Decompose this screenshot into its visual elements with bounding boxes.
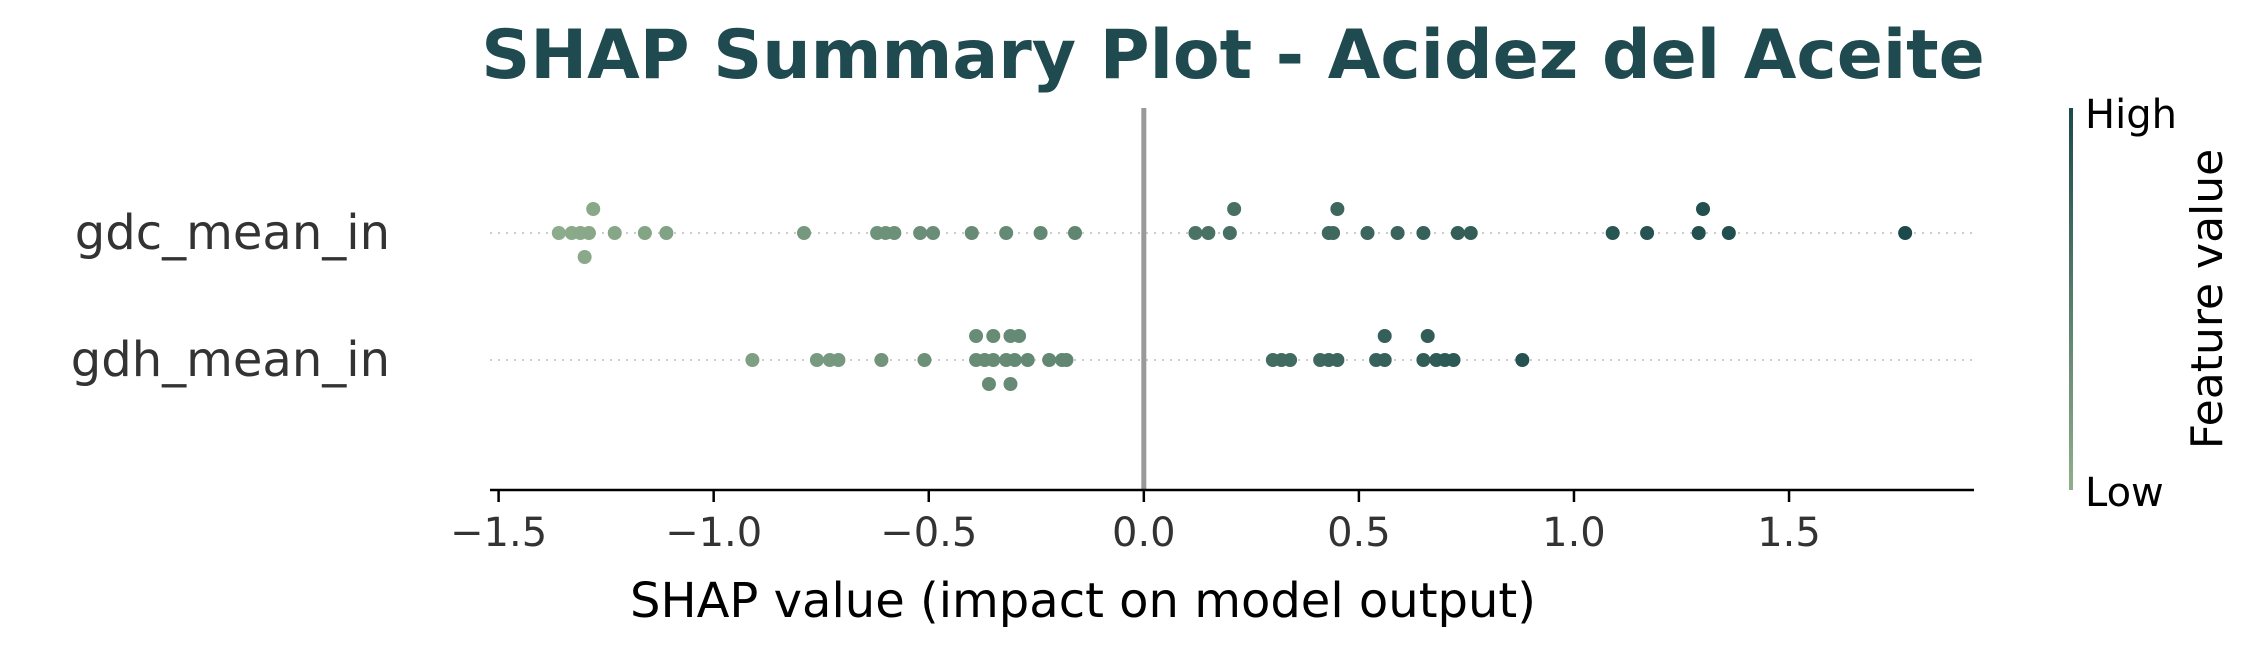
shap-point [887, 226, 902, 240]
shap-point [964, 226, 979, 240]
feature-label: gdh_mean_in [71, 332, 390, 388]
shap-point [1696, 202, 1711, 216]
colorbar-high-label: High [2085, 92, 2177, 138]
shap-point [1188, 226, 1203, 240]
shap-point [999, 226, 1014, 240]
shap-point [1416, 226, 1431, 240]
shap-point [1222, 226, 1237, 240]
shap-point [1360, 226, 1375, 240]
shap-point [874, 353, 889, 367]
shap-point [745, 353, 760, 367]
shap-point [913, 226, 928, 240]
shap-point [981, 377, 996, 391]
shap-point [797, 226, 812, 240]
shap-point [1283, 353, 1298, 367]
colorbar: High Low Feature value [2069, 92, 2233, 516]
x-tick-label: −1.0 [665, 510, 762, 556]
shap-point [1020, 353, 1035, 367]
shap-point [986, 353, 1001, 367]
shap-point [551, 226, 566, 240]
shap-point [577, 250, 592, 264]
shap-point [1640, 226, 1655, 240]
x-axis-label: SHAP value (impact on model output) [630, 573, 1536, 629]
shap-point [1420, 329, 1435, 343]
shap-point [637, 226, 652, 240]
feature-rows: gdc_mean_in gdh_mean_in [71, 205, 1974, 388]
x-tick-label: 1.0 [1542, 510, 1606, 556]
shap-point [926, 226, 941, 240]
x-tick-label: −0.5 [880, 510, 977, 556]
shap-point [581, 226, 596, 240]
shap-point [1330, 353, 1345, 367]
x-tick-label: 0.0 [1112, 510, 1176, 556]
shap-point [1201, 226, 1216, 240]
shap-point [1446, 353, 1461, 367]
shap-point [809, 353, 824, 367]
x-tick-label: 0.5 [1327, 510, 1391, 556]
shap-point [1377, 329, 1392, 343]
shap-point [1416, 353, 1431, 367]
shap-point [1691, 226, 1706, 240]
feature-label: gdc_mean_in [75, 205, 390, 261]
shap-point [1012, 329, 1027, 343]
shap-point [917, 353, 932, 367]
shap-point [1377, 353, 1392, 367]
shap-point [969, 329, 984, 343]
x-axis: −1.5 −1.0 −0.5 0.0 0.5 1.0 1.5 [450, 488, 1974, 556]
shap-point [1003, 377, 1018, 391]
colorbar-title: Feature value [2182, 149, 2233, 449]
shap-point [1605, 226, 1620, 240]
x-tick-label: −1.5 [450, 510, 547, 556]
shap-point [1390, 226, 1405, 240]
shap-point [1330, 202, 1345, 216]
shap-point [1721, 226, 1736, 240]
shap-point [1227, 202, 1242, 216]
shap-point [607, 226, 622, 240]
shap-point [1033, 226, 1048, 240]
shap-point [831, 353, 846, 367]
points-layer [551, 202, 1913, 391]
shap-point [1515, 353, 1530, 367]
shap-point [1067, 226, 1082, 240]
shap-point [1463, 226, 1478, 240]
shap-point [1898, 226, 1913, 240]
shap-point [1326, 226, 1341, 240]
x-tick-label: 1.5 [1757, 510, 1821, 556]
shap-point [586, 202, 601, 216]
shap-point [659, 226, 674, 240]
shap-point [1059, 353, 1074, 367]
shap-point [1450, 226, 1465, 240]
shap-point [1007, 353, 1022, 367]
colorbar-low-label: Low [2085, 470, 2164, 516]
colorbar-gradient [2069, 108, 2073, 490]
shap-point [986, 329, 1001, 343]
shap-point [1042, 353, 1057, 367]
chart-title: SHAP Summary Plot - Acidez del Aceite [481, 16, 1985, 95]
